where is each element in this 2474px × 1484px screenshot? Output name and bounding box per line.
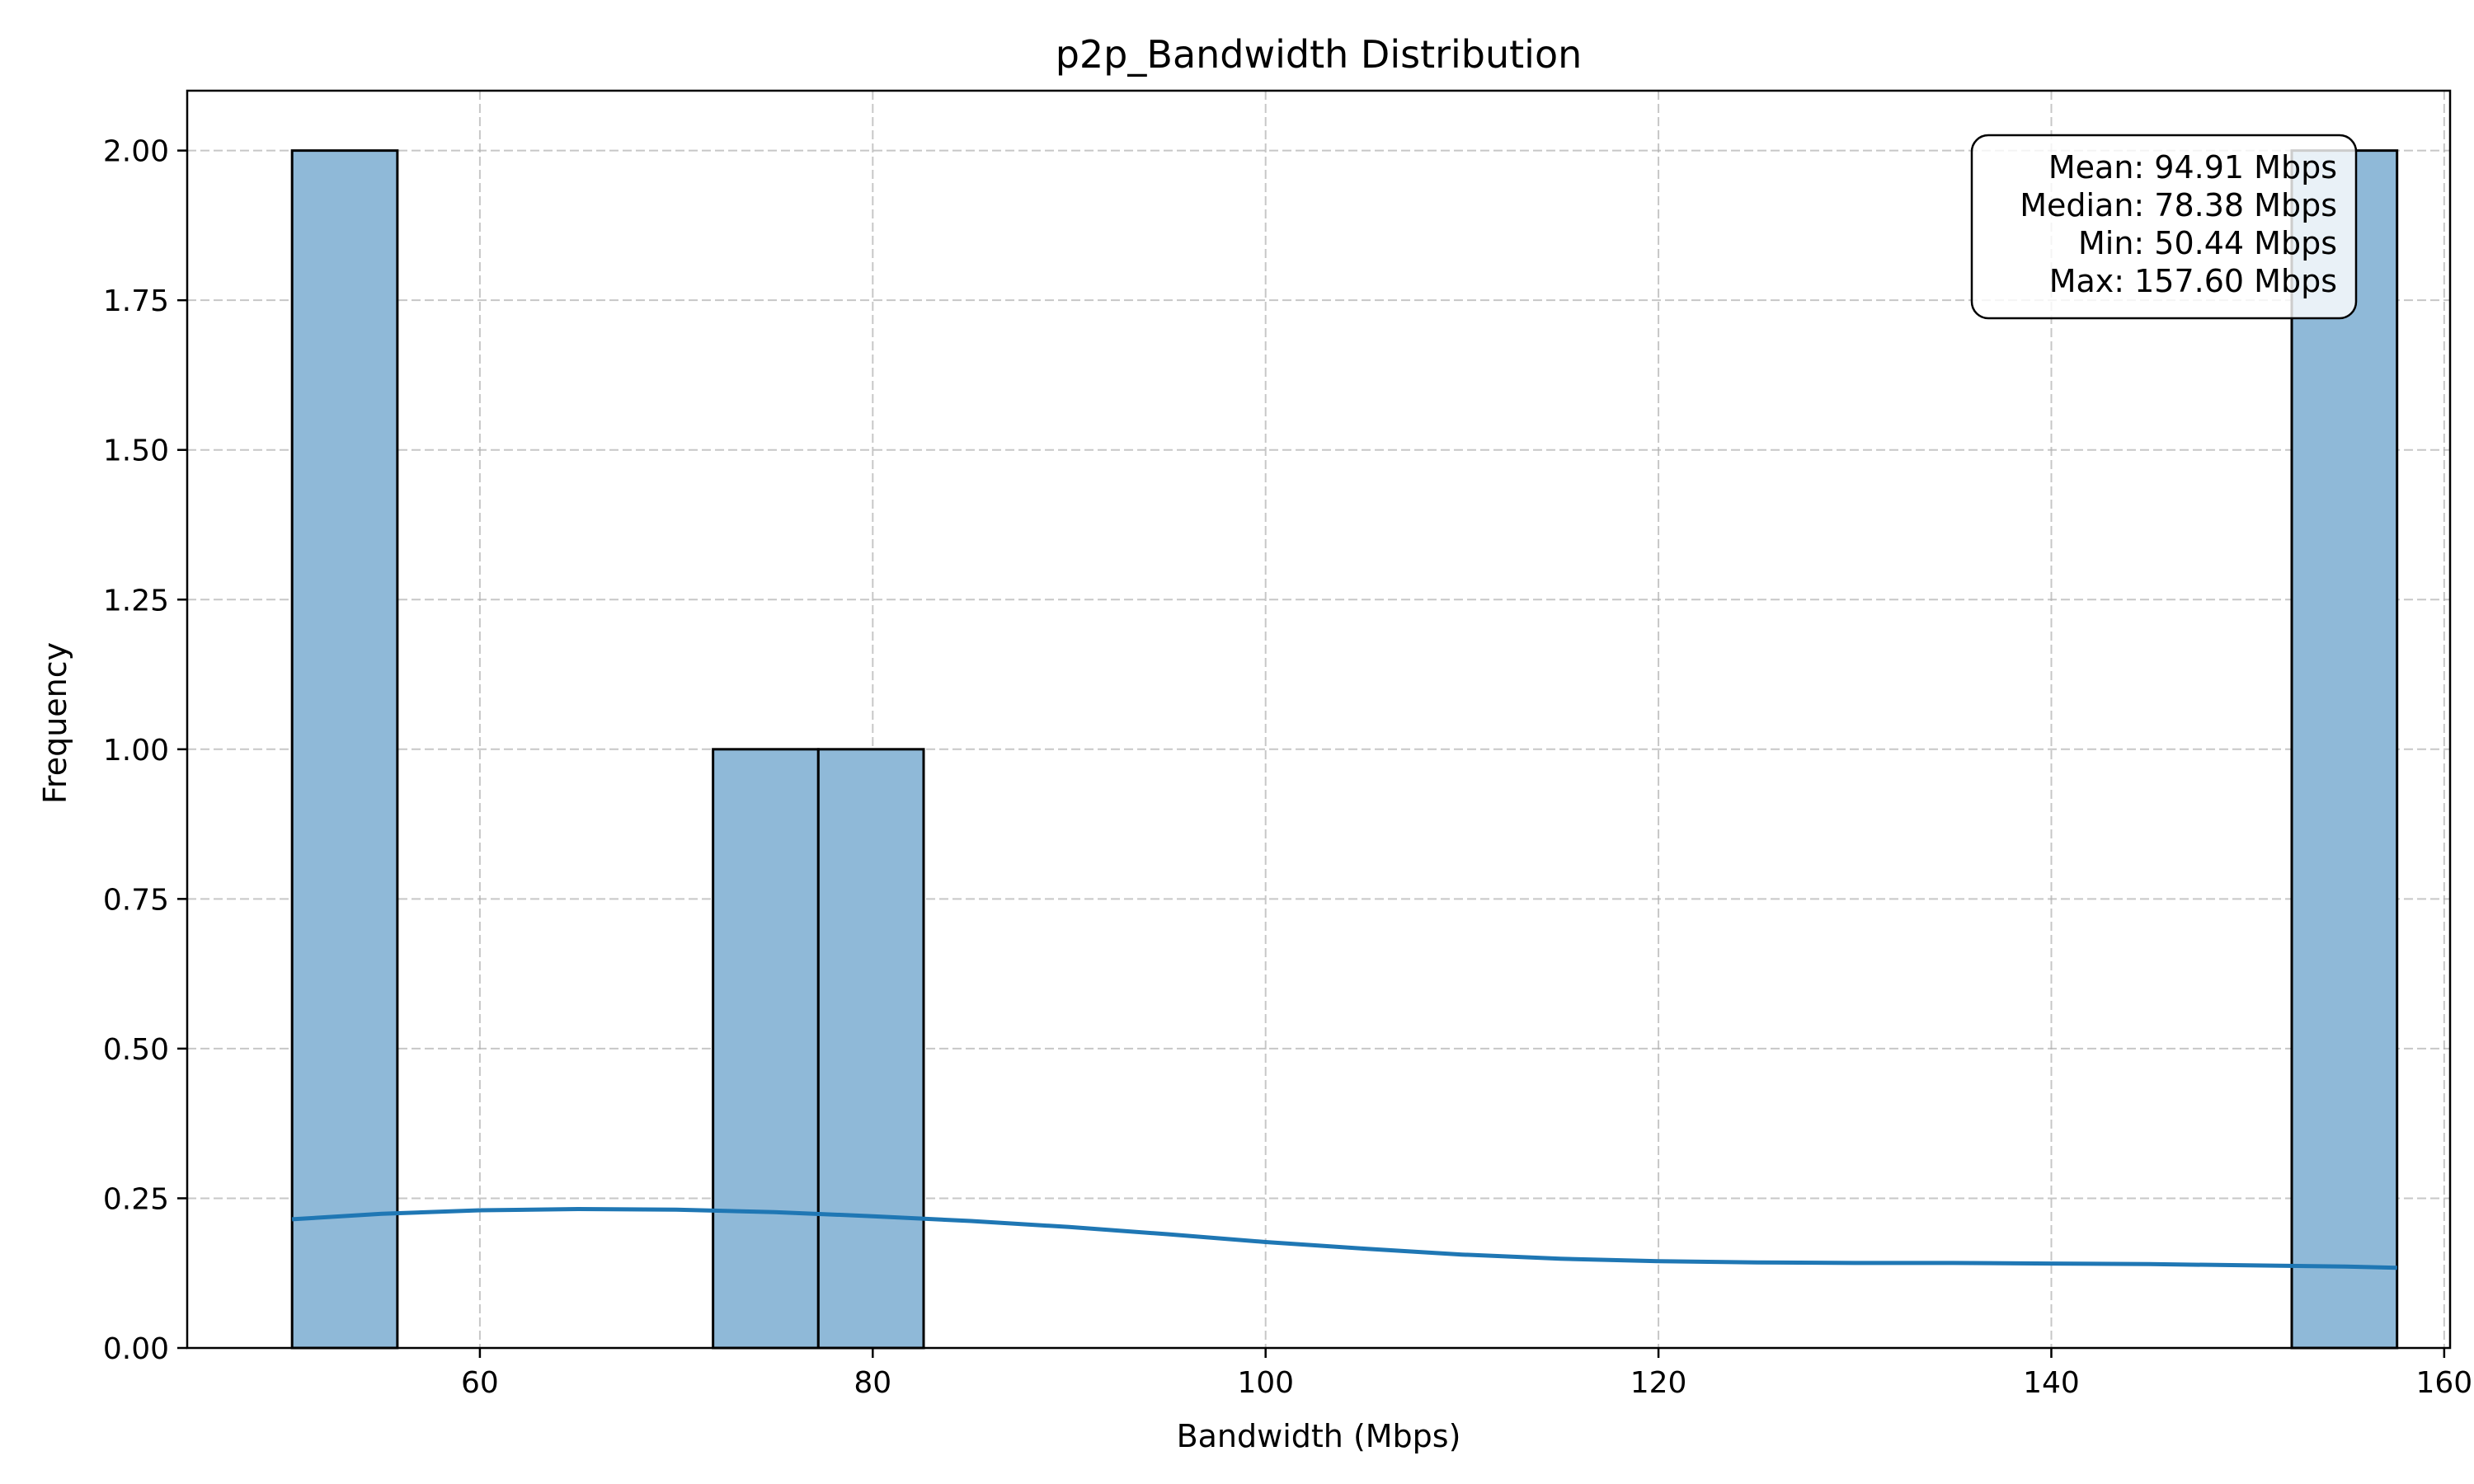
x-tick-label: 160 <box>2415 1366 2472 1400</box>
y-tick-label: 1.50 <box>103 434 169 468</box>
histogram-bar <box>816 748 925 1350</box>
histogram-bar <box>2290 149 2399 1350</box>
x-tick-label: 80 <box>854 1366 891 1400</box>
x-tick-label: 60 <box>461 1366 499 1400</box>
stat-max: Max: 157.60 Mbps <box>2049 263 2337 299</box>
histogram-bar <box>290 149 399 1350</box>
stat-median: Median: 78.38 Mbps <box>2020 187 2337 223</box>
plot-frame <box>186 89 2452 1350</box>
x-axis-ticks: 60 80 100 120 140 160 <box>461 1348 2472 1400</box>
y-tick-label: 0.00 <box>103 1332 169 1366</box>
x-tick-label: 100 <box>1237 1366 1294 1400</box>
x-axis-title: Bandwidth (Mbps) <box>1177 1418 1461 1454</box>
x-tick-label: 120 <box>1630 1366 1687 1400</box>
y-tick-label: 2.00 <box>103 135 169 169</box>
stats-box-frame <box>1970 134 2358 320</box>
y-axis-title: Frequency <box>37 642 73 804</box>
stat-min: Min: 50.44 Mbps <box>2078 225 2337 261</box>
y-axis-ticks: 0.00 0.25 0.50 0.75 1.00 1.25 1.50 1.75 2.00 <box>103 135 187 1366</box>
chart-title: p2p_Bandwidth Distribution <box>1056 32 1583 77</box>
stat-mean: Mean: 94.91 Mbps <box>2048 149 2337 186</box>
y-tick-label: 0.25 <box>103 1182 169 1216</box>
y-tick-label: 0.50 <box>103 1033 169 1067</box>
grid-lines <box>187 91 2450 1349</box>
y-tick-label: 1.25 <box>103 584 169 618</box>
x-tick-label: 140 <box>2023 1366 2080 1400</box>
y-tick-label: 1.75 <box>103 284 169 318</box>
y-tick-label: 0.75 <box>103 883 169 917</box>
kde-curve <box>292 1207 2397 1270</box>
stats-box: Mean: 94.91 Mbps Median: 78.38 Mbps Min:… <box>1970 134 2358 320</box>
histogram-bar <box>712 748 820 1350</box>
kde-curve-group <box>292 1207 2397 1270</box>
y-tick-label: 1.00 <box>103 734 169 768</box>
